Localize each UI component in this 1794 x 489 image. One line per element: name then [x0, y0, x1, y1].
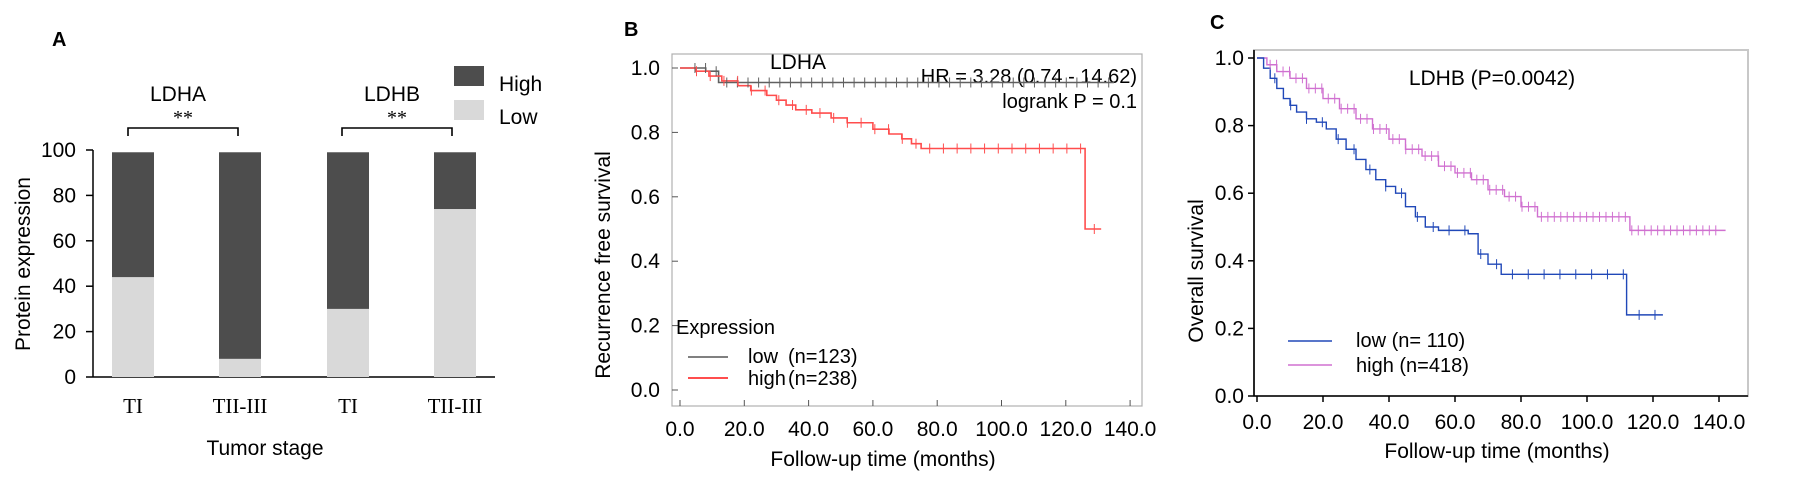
panel-b-km-plot: B LDHA HR = 3.28 (0.74 - 14.62) logrank …: [592, 19, 1156, 471]
panel-a-y-tick-label: 80: [53, 184, 76, 207]
legend-low-swatch: [454, 100, 484, 120]
panel-a-x-tick-label: TII-III: [428, 394, 483, 418]
panel-c-legend-high-label: high (n=418): [1356, 355, 1469, 377]
panel-c-letter: C: [1210, 12, 1224, 34]
panel-c-x-tick-label: 40.0: [1369, 411, 1410, 434]
panel-b-x-tick-label: 20.0: [724, 418, 765, 441]
panel-b-x-tick-label: 100.0: [975, 418, 1028, 441]
panel-a-letter: A: [52, 29, 66, 51]
panel-c-legend-low-label: low (n= 110): [1356, 330, 1465, 352]
legend-high-label: High: [499, 73, 542, 96]
panel-b-title: LDHA: [770, 51, 826, 74]
panel-a-y-ticks: 0 20 40 60 80 100: [41, 139, 93, 389]
bar-high-3: [434, 152, 476, 210]
panel-c-y-tick-label: 0.0: [1215, 385, 1244, 408]
panel-b-x-axis-label: Follow-up time (months): [770, 448, 995, 471]
panel-c-y-tick-label: 0.4: [1215, 250, 1245, 273]
legend-high-swatch: [454, 66, 484, 86]
panel-b-curves: [680, 63, 1115, 234]
panel-c-ticks: 0.0 0.2 0.4 0.6 0.8 1.0 0.0 20.0 40.0 60.0 80.0 100…: [1215, 47, 1745, 434]
panel-c-y-tick-label: 0.8: [1215, 115, 1244, 138]
panel-b-ticks: 0.0 0.2 0.4 0.6 0.8 1.0 0.0 20.0 40.0 60.0 80.0 100…: [631, 57, 1157, 441]
panel-b-logrank: logrank P = 0.1: [1002, 91, 1137, 113]
panel-a-y-tick-label: 0: [64, 366, 76, 389]
panel-b-legend-title: Expression: [676, 317, 775, 339]
group-ldha-label: LDHA: [150, 83, 206, 106]
panel-a-x-ticks: TI TII-III TI TII-III: [123, 394, 482, 418]
panel-b-y-tick-label: 0.4: [631, 250, 661, 273]
panel-c-x-tick-label: 100.0: [1561, 411, 1614, 434]
bar-low-2: [327, 308, 369, 377]
curve-low: [1257, 57, 1663, 316]
group-ldha-significance: **: [173, 107, 193, 129]
panel-a-y-tick-label: 60: [53, 230, 76, 253]
panel-a-x-tick-label: TII-III: [213, 394, 268, 418]
panel-c-x-tick-label: 20.0: [1303, 411, 1344, 434]
panel-b-y-tick-label: 1.0: [631, 57, 660, 80]
panel-b-legend-high-n: (n=238): [788, 368, 858, 390]
panel-c-x-tick-label: 60.0: [1435, 411, 1476, 434]
panel-c-x-tick-label: 140.0: [1693, 411, 1746, 434]
panel-b-x-tick-label: 120.0: [1040, 418, 1093, 441]
bar-low-3: [434, 209, 476, 377]
panel-a-y-tick-label: 20: [53, 321, 76, 344]
panel-b-legend-high-name: high: [748, 368, 786, 390]
panel-a-x-axis-label: Tumor stage: [206, 437, 323, 460]
panel-a-bars: [112, 152, 476, 377]
panel-b-y-tick-label: 0.8: [631, 121, 660, 144]
panel-b-x-tick-label: 80.0: [917, 418, 958, 441]
panel-c-y-axis-label: Overall survival: [1185, 199, 1208, 343]
panel-c-title: LDHB (P=0.0042): [1409, 67, 1575, 90]
panel-b-y-tick-label: 0.2: [631, 315, 660, 338]
group-ldhb-bracket: [341, 127, 453, 136]
group-ldha-bracket: [127, 127, 239, 136]
bar-high-0: [112, 152, 154, 278]
bar-high-2: [327, 152, 369, 309]
panel-a-y-tick-label: 100: [41, 139, 76, 162]
panel-a-y-tick-label: 40: [53, 275, 76, 298]
panel-b-y-axis-label: Recurrence free survival: [592, 151, 615, 379]
bar-high-1: [219, 152, 261, 359]
panel-c-x-tick-label: 120.0: [1627, 411, 1680, 434]
panel-a-bar-chart: A High Low LDHA ** LDHB ** 020406080100 …: [12, 29, 542, 460]
panel-b-y-tick-label: 0.6: [631, 186, 660, 209]
panel-c-km-plot: C LDHB (P=0.0042) 0.0 0.2 0.4 0.6 0.8 1.0 0.0 2…: [1185, 12, 1749, 463]
bar-low-1: [219, 358, 261, 377]
bar-low-0: [112, 277, 154, 377]
curve-high: [1257, 57, 1726, 232]
curve-high: [680, 67, 1102, 230]
panel-b-legend-low-name: low: [748, 346, 779, 368]
group-ldhb-label: LDHB: [364, 83, 420, 106]
panel-b-legend-low-n: (n=123): [788, 346, 858, 368]
panel-b-x-tick-label: 0.0: [665, 418, 694, 441]
panel-b-letter: B: [624, 19, 638, 41]
panel-b-x-tick-label: 40.0: [788, 418, 829, 441]
panel-c-x-tick-label: 0.0: [1242, 411, 1271, 434]
group-ldhb-significance: **: [387, 107, 407, 129]
panel-a-x-tick-label: TI: [338, 394, 358, 418]
panel-c-y-tick-label: 0.6: [1215, 182, 1244, 205]
panel-c-y-tick-label: 1.0: [1215, 47, 1244, 70]
panel-b-x-tick-label: 60.0: [852, 418, 893, 441]
panel-c-x-tick-label: 80.0: [1501, 411, 1542, 434]
panel-b-plot-frame: [671, 53, 1143, 407]
panel-a-x-tick-label: TI: [123, 394, 143, 418]
panel-a-y-axis-label: Protein expression: [12, 177, 35, 351]
panel-c-curves: [1257, 57, 1726, 320]
curve-low: [680, 67, 1115, 84]
panel-b-x-tick-label: 140.0: [1104, 418, 1157, 441]
panel-c-y-tick-label: 0.2: [1215, 317, 1244, 340]
panel-b-y-tick-label: 0.0: [631, 379, 660, 402]
panel-b-hazard-ratio: HR = 3.28 (0.74 - 14.62): [921, 66, 1137, 88]
legend-low-label: Low: [499, 106, 538, 129]
panel-c-x-axis-label: Follow-up time (months): [1384, 440, 1609, 463]
